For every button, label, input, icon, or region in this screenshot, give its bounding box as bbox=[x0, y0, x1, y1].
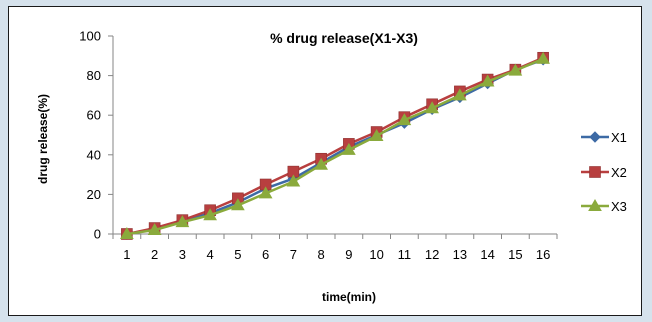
series-x3-point bbox=[231, 198, 245, 211]
y-tick-label: 0 bbox=[94, 227, 101, 242]
series-x3-point bbox=[453, 88, 467, 101]
x-tick-label: 7 bbox=[290, 247, 297, 262]
series-x3-point bbox=[258, 186, 273, 199]
series-x3-point bbox=[342, 142, 356, 155]
series-x3-point bbox=[508, 63, 523, 76]
legend-item-x1: X1 bbox=[581, 130, 627, 145]
y-tick-label: 40 bbox=[87, 147, 101, 162]
x-tick-label: 10 bbox=[369, 247, 383, 262]
legend-marker-x1 bbox=[589, 131, 601, 143]
x-tick-label: 4 bbox=[207, 247, 214, 262]
x-tick-label: 9 bbox=[345, 247, 352, 262]
y-tick-label: 80 bbox=[87, 68, 101, 83]
series-x3-point bbox=[480, 74, 495, 87]
x-tick-label: 14 bbox=[480, 247, 494, 262]
legend-item-x2: X2 bbox=[581, 165, 627, 180]
series-x3-point bbox=[175, 215, 190, 228]
x-tick-label: 11 bbox=[398, 247, 412, 262]
series-x3-point bbox=[203, 208, 217, 221]
y-tick-label: 20 bbox=[87, 187, 101, 202]
y-axis-title: drug release(%) bbox=[36, 94, 50, 184]
series-x3-point bbox=[397, 113, 412, 126]
chart-title: % drug release(X1-X3) bbox=[270, 30, 418, 46]
legend-label-x3: X3 bbox=[611, 199, 627, 214]
series-x3-line bbox=[126, 57, 544, 236]
x-tick-label: 3 bbox=[179, 247, 186, 262]
line-chart: % drug release(X1-X3) time(min) drug rel… bbox=[36, 29, 627, 305]
chart-frame: % drug release(X1-X3) time(min) drug rel… bbox=[8, 6, 642, 316]
series-x3-point bbox=[425, 101, 439, 114]
series-x3-point bbox=[369, 128, 384, 141]
legend-marker-x3 bbox=[588, 198, 602, 211]
series-x3 bbox=[120, 51, 550, 239]
x-tick-label: 15 bbox=[508, 247, 522, 262]
series-x1-line bbox=[126, 58, 544, 236]
x-tick-label: 6 bbox=[262, 247, 269, 262]
legend-item-x3: X3 bbox=[581, 198, 627, 214]
x-tick-label: 16 bbox=[536, 247, 550, 262]
series-x2-line bbox=[126, 56, 544, 236]
series-layer bbox=[120, 51, 550, 240]
y-tick-label: 100 bbox=[79, 29, 101, 44]
legend-marker-x2 bbox=[589, 166, 601, 178]
y-tick-label: 60 bbox=[87, 108, 101, 123]
series-x3-point bbox=[286, 174, 301, 187]
x-axis-title: time(min) bbox=[322, 290, 376, 304]
x-tick-label: 8 bbox=[318, 247, 325, 262]
x-tick-label: 2 bbox=[151, 247, 158, 262]
legend: X1 X2 X3 bbox=[581, 130, 627, 214]
legend-label-x1: X1 bbox=[611, 130, 627, 145]
series-x3-point bbox=[536, 51, 550, 64]
series-x3-point bbox=[147, 223, 162, 236]
x-tick-label: 13 bbox=[453, 247, 467, 262]
legend-label-x2: X2 bbox=[611, 165, 627, 180]
series-x3-point bbox=[120, 226, 134, 239]
series-x3-point bbox=[314, 157, 328, 170]
x-tick-label: 12 bbox=[425, 247, 439, 262]
x-tick-label: 5 bbox=[234, 247, 241, 262]
x-tick-label: 1 bbox=[123, 247, 130, 262]
